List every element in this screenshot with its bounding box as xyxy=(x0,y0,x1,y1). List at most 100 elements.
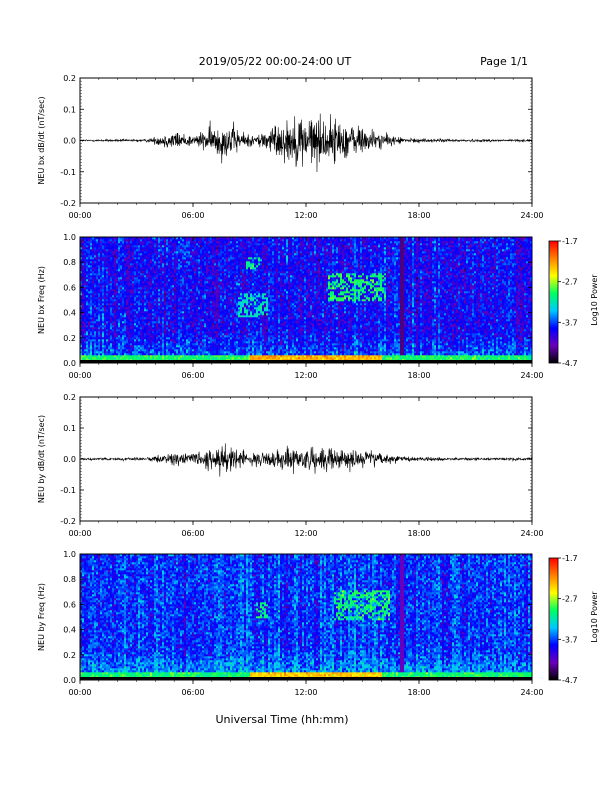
spectrogram-cell xyxy=(178,323,180,325)
spectrogram-cell xyxy=(96,299,98,301)
spectrogram-cell xyxy=(232,295,234,297)
spectrogram-cell xyxy=(114,285,116,287)
spectrogram-cell xyxy=(214,345,216,347)
spectrogram-cell xyxy=(162,329,164,331)
spectrogram-cell xyxy=(148,283,150,285)
spectrogram-cell xyxy=(154,257,156,259)
spectrogram-cell xyxy=(136,347,138,349)
spectrogram-cell xyxy=(94,289,96,291)
spectrogram-cell xyxy=(144,349,146,351)
spectrogram-cell xyxy=(122,261,124,263)
spectrogram-cell xyxy=(90,281,92,283)
spectrogram-cell xyxy=(224,251,226,253)
spectrogram-cell xyxy=(182,297,184,299)
spectrogram-cell xyxy=(182,329,184,331)
spectrogram-cell xyxy=(86,325,88,327)
spectrogram-cell xyxy=(90,257,92,259)
spectrogram-cell xyxy=(104,271,106,273)
spectrogram-cell xyxy=(150,297,152,299)
spectrogram-cell xyxy=(196,281,198,283)
spectrogram-cell xyxy=(166,257,168,259)
spectrogram-cell xyxy=(100,299,102,301)
spectrogram-cell xyxy=(88,353,90,355)
spectrogram-cell xyxy=(102,349,104,351)
spectrogram-cell xyxy=(152,321,154,323)
spectrogram-cell xyxy=(200,305,202,307)
spectrogram-cell xyxy=(110,265,112,267)
spectrogram-cell xyxy=(224,281,226,283)
spectrogram-cell xyxy=(220,283,222,285)
spectrogram-cell xyxy=(182,353,184,355)
spectrogram-cell xyxy=(180,337,182,339)
spectrogram-cell xyxy=(98,357,100,359)
spectrogram-cell xyxy=(98,347,100,349)
spectrogram-cell xyxy=(216,251,218,253)
spectrogram-cell xyxy=(104,263,106,265)
spectrogram-cell xyxy=(136,251,138,253)
spectrogram-cell xyxy=(212,261,214,263)
spectrogram-cell xyxy=(100,273,102,275)
spectrogram-cell xyxy=(222,279,224,281)
spectrogram-cell xyxy=(200,349,202,351)
spectrogram-cell xyxy=(198,345,200,347)
spectrogram-cell xyxy=(228,265,230,267)
spectrogram-cell xyxy=(108,317,110,319)
spectrogram-cell xyxy=(142,241,144,243)
spectrogram-cell xyxy=(114,245,116,247)
spectrogram-cell xyxy=(92,285,94,287)
spectrogram-cell xyxy=(86,281,88,283)
spectrogram-cell xyxy=(128,247,130,249)
spectrogram-cell xyxy=(220,255,222,257)
spectrogram-cell xyxy=(160,323,162,325)
spectrogram-cell xyxy=(116,271,118,273)
spectrogram-cell xyxy=(190,295,192,297)
spectrogram-cell xyxy=(176,281,178,283)
spectrogram-cell xyxy=(166,261,168,263)
spectrogram-cell xyxy=(156,289,158,291)
spectrogram-cell xyxy=(224,317,226,319)
spectrogram-cell xyxy=(158,275,160,277)
spectrogram-cell xyxy=(170,289,172,291)
spectrogram-cell xyxy=(226,263,228,265)
spectrogram-cell xyxy=(138,283,140,285)
spectrogram-cell xyxy=(82,353,84,355)
spectrogram-cell xyxy=(178,287,180,289)
spectrogram-cell xyxy=(204,277,206,279)
spectrogram-cell xyxy=(94,261,96,263)
spectrogram-cell xyxy=(144,257,146,259)
spectrogram-cell xyxy=(192,247,194,249)
spectrogram-cell xyxy=(222,297,224,299)
spectrogram-cell xyxy=(178,309,180,311)
spectrogram-cell xyxy=(126,347,128,349)
spectrogram-cell xyxy=(148,325,150,327)
spectrogram-cell xyxy=(220,303,222,305)
spectrogram-cell xyxy=(110,289,112,291)
spectrogram-cell xyxy=(98,267,100,269)
spectrogram-cell xyxy=(84,261,86,263)
spectrogram-cell xyxy=(114,305,116,307)
spectrogram-cell xyxy=(218,261,220,263)
spectrogram-cell xyxy=(206,303,208,305)
spectrogram-cell xyxy=(124,255,126,257)
spectrogram-cell xyxy=(102,327,104,329)
spectrogram-cell xyxy=(176,353,178,355)
spectrogram-cell xyxy=(86,247,88,249)
spectrogram-cell xyxy=(104,329,106,331)
spectrogram-cell xyxy=(130,343,132,345)
spectrogram-cell xyxy=(206,339,208,341)
spectrogram-cell xyxy=(190,241,192,243)
spectrogram-cell xyxy=(188,323,190,325)
spectrogram-cell xyxy=(132,251,134,253)
spectrogram-cell xyxy=(184,261,186,263)
spectrogram-cell xyxy=(222,247,224,249)
spectrogram-cell xyxy=(158,251,160,253)
spectrogram-cell xyxy=(224,333,226,335)
spectrogram-cell xyxy=(186,251,188,253)
spectrogram-cell xyxy=(174,283,176,285)
spectrogram-cell xyxy=(162,245,164,247)
spectrogram-cell xyxy=(148,247,150,249)
spectrogram-cell xyxy=(158,261,160,263)
spectrogram-cell xyxy=(90,275,92,277)
spectrogram-cell xyxy=(186,273,188,275)
spectrogram-cell xyxy=(140,267,142,269)
